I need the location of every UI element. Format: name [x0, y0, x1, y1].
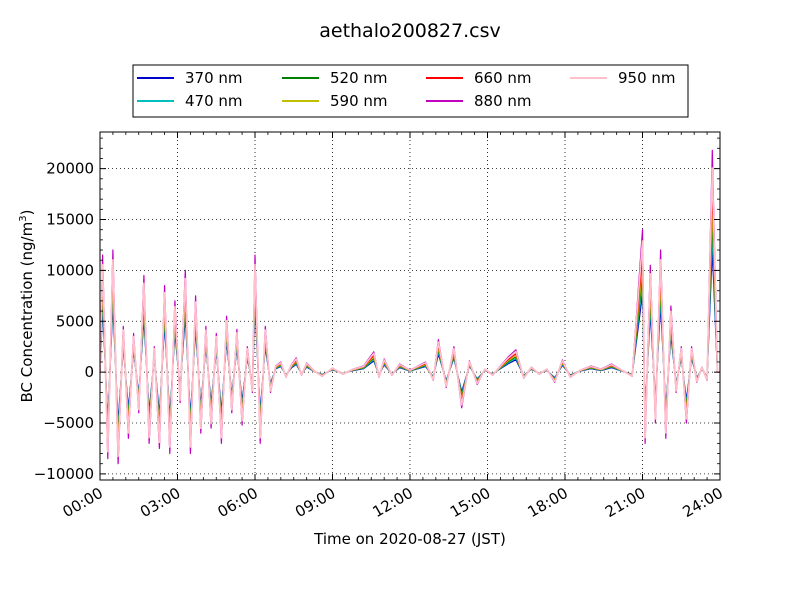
x-tick-label: 00:00 — [60, 484, 106, 521]
x-axis-label: Time on 2020-08-27 (JST) — [313, 530, 506, 548]
legend-label-470: 470 nm — [185, 92, 243, 110]
y-axis-label-sup: 3 — [18, 215, 29, 221]
y-tick-label: −10000 — [34, 465, 94, 483]
x-tick-label: 06:00 — [215, 484, 261, 521]
legend-frame — [132, 64, 689, 118]
legend: 370 nm 470 nm 520 nm 590 nm 660 nm 880 n… — [132, 64, 689, 118]
legend-label-520: 520 nm — [330, 69, 388, 87]
y-tick-label: 15000 — [46, 211, 94, 229]
x-tick-label: 24:00 — [680, 484, 726, 521]
series-line-520nm — [100, 220, 720, 435]
x-tick-label: 15:00 — [447, 484, 493, 521]
x-tick-labels: 00:00 03:00 06:00 09:00 12:00 15:00 18:00 21:00… — [60, 484, 726, 521]
y-tick-label: −5000 — [43, 414, 94, 432]
y-tick-labels: −10000 −5000 0 5000 10000 15000 20000 — [34, 160, 94, 483]
y-tick-label: 0 — [84, 363, 94, 381]
series-line-950nm-top — [100, 167, 720, 458]
y-tick-label: 20000 — [46, 160, 94, 178]
x-tick-label: 21:00 — [602, 484, 648, 521]
chart-title: aethalo200827.csv — [319, 20, 501, 42]
y-axis-label-main: BC Concentration (ng/m — [18, 222, 36, 403]
x-tick-label: 18:00 — [525, 484, 571, 521]
series-line-470nm — [100, 234, 720, 430]
legend-label-880: 880 nm — [474, 92, 532, 110]
grid-lines — [100, 132, 720, 480]
axis-ticks — [99, 132, 721, 480]
x-tick-label: 03:00 — [137, 484, 183, 521]
x-tick-label: 12:00 — [370, 484, 416, 521]
y-tick-label: 10000 — [46, 261, 94, 279]
legend-label-950: 950 nm — [618, 69, 676, 87]
legend-label-370: 370 nm — [185, 69, 243, 87]
series-layer — [100, 149, 720, 465]
y-axis-label: BC Concentration (ng/m3) — [18, 210, 36, 403]
legend-label-660: 660 nm — [474, 69, 532, 87]
y-axis-label-close: ) — [18, 210, 36, 216]
legend-label-590: 590 nm — [330, 92, 388, 110]
x-tick-label: 09:00 — [292, 484, 338, 521]
series-line-590nm — [100, 207, 720, 441]
y-tick-label: 5000 — [56, 312, 94, 330]
